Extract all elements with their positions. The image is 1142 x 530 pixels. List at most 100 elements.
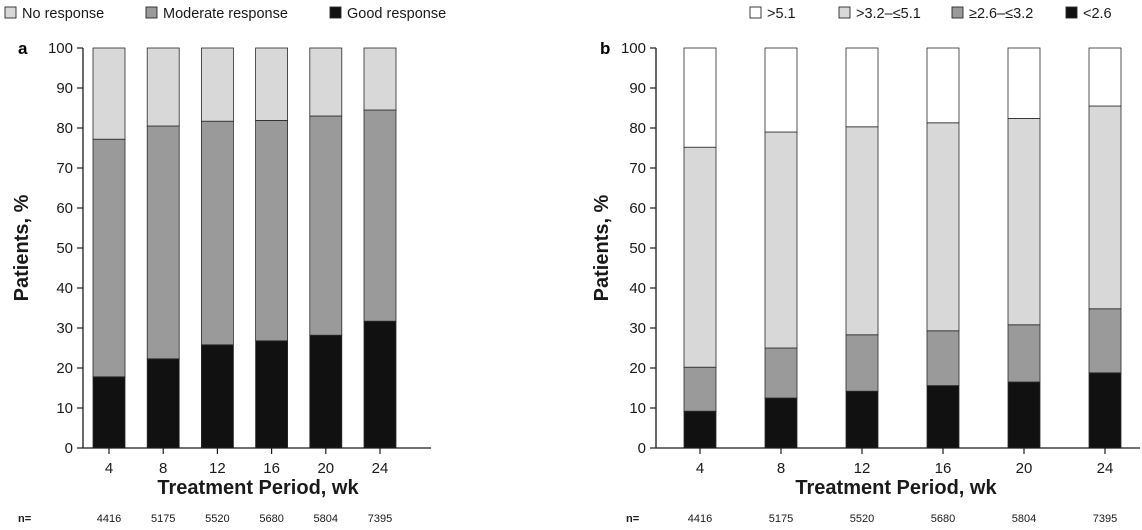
y-tick-label: 30 <box>56 320 73 337</box>
bar-segment-lt-2-6 <box>764 397 798 449</box>
legend-label: No response <box>22 6 104 22</box>
y-tick-label: 90 <box>629 80 646 97</box>
x-tick-label: 4 <box>696 460 704 477</box>
legend: >5.1 >3.2–≤5.1 ≥2.6–≤3.2 <2.6 <box>749 6 1112 22</box>
bar-segment-ge-2-6-le-3-2 <box>1088 308 1122 374</box>
y-tick-label: 10 <box>629 400 646 417</box>
x-tick-label: 20 <box>1016 460 1033 477</box>
y-tick-label: 60 <box>629 200 646 217</box>
y-tick-label: 50 <box>629 240 646 257</box>
bar-segment-gt-5-1 <box>926 47 960 124</box>
legend-swatch <box>145 6 158 19</box>
n-label: n= <box>18 513 31 525</box>
bar-segment-moderate-response <box>146 125 180 360</box>
bar-segment-no-response <box>146 47 180 127</box>
n-value: 5175 <box>151 513 175 525</box>
bar-segment-gt-5-1 <box>764 47 798 133</box>
bar-segment-gt-5-1 <box>683 47 717 148</box>
bar-segment-moderate-response <box>309 115 343 336</box>
bar-segment-ge-2-6-le-3-2 <box>683 366 717 412</box>
y-tick-label: 100 <box>621 40 646 57</box>
bar-segment-gt-3-2-le-5-1 <box>845 126 879 336</box>
legend-label: Good response <box>347 6 446 22</box>
panel-letter: a <box>18 39 28 58</box>
y-tick-label: 50 <box>56 240 73 257</box>
bar-segment-good-response <box>200 344 234 449</box>
chart-panel-b: b 0 10 20 30 40 50 60 70 80 90 100 4 4416 8 5175 12 5520 1… <box>591 6 1140 525</box>
legend-label: <2.6 <box>1083 6 1112 22</box>
y-axis-title: Patients, % <box>11 194 33 301</box>
y-tick-label: 90 <box>56 80 73 97</box>
bar-segment-gt-5-1 <box>1088 47 1122 107</box>
bar-segment-gt-3-2-le-5-1 <box>683 146 717 368</box>
bar-segment-good-response <box>146 358 180 449</box>
bar-segment-gt-3-2-le-5-1 <box>1007 118 1041 326</box>
n-value: 5804 <box>1012 513 1036 525</box>
legend-label: >5.1 <box>767 6 796 22</box>
legend-swatch <box>838 6 851 19</box>
bar-segment-lt-2-6 <box>845 390 879 449</box>
legend-label: Moderate response <box>163 6 288 22</box>
n-value: 5520 <box>205 513 229 525</box>
bar-segment-no-response <box>309 47 343 117</box>
bar-segment-good-response <box>363 320 397 449</box>
bar-segment-moderate-response <box>200 120 234 346</box>
x-tick-label: 12 <box>854 460 871 477</box>
n-value: 5680 <box>259 513 283 525</box>
y-tick-label: 10 <box>56 400 73 417</box>
n-value: 7395 <box>1093 513 1117 525</box>
y-tick-label: 40 <box>629 280 646 297</box>
x-tick-label: 16 <box>935 460 952 477</box>
bar-segment-good-response <box>255 340 289 449</box>
bar-segment-gt-5-1 <box>845 47 879 128</box>
bar-segment-moderate-response <box>92 138 126 378</box>
bar-segment-ge-2-6-le-3-2 <box>764 347 798 399</box>
y-axis-title: Patients, % <box>591 194 613 301</box>
n-label: n= <box>626 513 639 525</box>
y-tick-label: 30 <box>629 320 646 337</box>
bar-segment-ge-2-6-le-3-2 <box>1007 324 1041 383</box>
n-value: 5804 <box>314 513 338 525</box>
bar-segment-no-response <box>200 47 234 122</box>
bar-segment-good-response <box>309 334 343 449</box>
legend-label: >3.2–≤5.1 <box>856 6 921 22</box>
n-value: 4416 <box>688 513 712 525</box>
bar-segment-moderate-response <box>363 109 397 322</box>
y-tick-label: 70 <box>56 160 73 177</box>
legend-swatch <box>951 6 964 19</box>
y-tick-label: 20 <box>629 360 646 377</box>
legend: No response Moderate response Good respons… <box>4 6 446 22</box>
y-tick-label: 70 <box>629 160 646 177</box>
bar-segment-gt-3-2-le-5-1 <box>1088 105 1122 310</box>
bar-segment-gt-3-2-le-5-1 <box>926 122 960 332</box>
n-value: 5680 <box>931 513 955 525</box>
bar-segment-no-response <box>363 47 397 111</box>
y-tick-label: 0 <box>638 440 646 457</box>
x-tick-label: 12 <box>209 460 226 477</box>
legend-swatch <box>1065 6 1078 19</box>
bar-segment-ge-2-6-le-3-2 <box>845 334 879 392</box>
x-axis-title: Treatment Period, wk <box>795 477 997 499</box>
x-tick-label: 8 <box>159 460 167 477</box>
panel-letter: b <box>600 39 610 58</box>
n-value: 5175 <box>769 513 793 525</box>
bar-segment-lt-2-6 <box>1088 372 1122 449</box>
x-tick-label: 8 <box>777 460 785 477</box>
bar-segment-moderate-response <box>255 120 289 342</box>
y-tick-label: 40 <box>56 280 73 297</box>
legend-label: ≥2.6–≤3.2 <box>969 6 1033 22</box>
y-tick-label: 20 <box>56 360 73 377</box>
bar-segment-no-response <box>255 47 289 121</box>
chart-panel-a: a 0 10 20 30 40 50 60 70 80 90 100 4 4416 8 5175 12 5520 1… <box>4 6 446 525</box>
legend-swatch <box>4 6 17 19</box>
bar-segment-lt-2-6 <box>683 410 717 449</box>
bar-segment-lt-2-6 <box>1007 381 1041 449</box>
bar-segment-gt-5-1 <box>1007 47 1041 119</box>
n-value: 5520 <box>850 513 874 525</box>
y-tick-label: 0 <box>65 440 73 457</box>
y-tick-label: 60 <box>56 200 73 217</box>
bar-segment-lt-2-6 <box>926 385 960 449</box>
legend-swatch <box>329 6 342 19</box>
x-tick-label: 20 <box>317 460 334 477</box>
